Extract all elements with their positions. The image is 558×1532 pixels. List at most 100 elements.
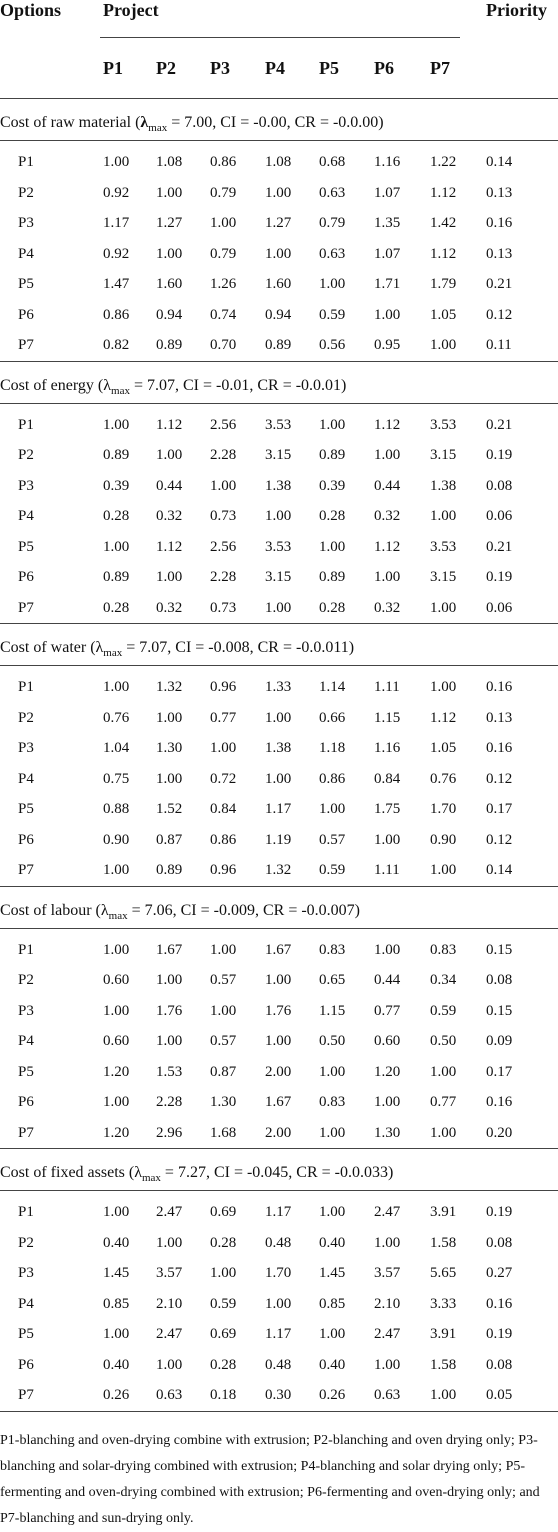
cell: 1.12: [430, 709, 457, 726]
cell: 0.89: [319, 447, 346, 463]
cell: 1.00: [103, 1326, 130, 1342]
priority: 0.08: [486, 1356, 513, 1373]
cell: 1.00: [430, 599, 457, 616]
cell: 1.12: [156, 538, 183, 555]
column-header: P3: [210, 58, 230, 78]
title-text: Cost of energy (: [0, 376, 104, 394]
cell: 1.71: [374, 276, 401, 292]
cell: 3.91: [430, 1204, 457, 1220]
cell: 2.28: [210, 569, 237, 585]
cell: 1.00: [210, 215, 237, 231]
rule: [0, 98, 558, 99]
cell: 0.83: [319, 1094, 346, 1110]
cell: 0.63: [156, 1387, 183, 1403]
cell: 3.15: [430, 447, 457, 463]
cell: 1.45: [319, 1265, 346, 1281]
cell: 1.16: [374, 154, 401, 170]
cell: 0.60: [103, 1033, 130, 1049]
priority: 0.15: [486, 941, 513, 958]
row-label: P7: [18, 862, 34, 878]
cell: 1.58: [430, 1234, 457, 1251]
cell: 1.00: [210, 941, 237, 958]
priority: 0.20: [486, 1124, 513, 1141]
row-label: P1: [18, 416, 34, 433]
cell: 1.00: [265, 599, 292, 616]
cell: 0.90: [430, 831, 457, 848]
cell: 1.00: [265, 1295, 292, 1312]
cell: 1.17: [103, 215, 130, 231]
row-label: P1: [18, 154, 34, 170]
cell: 1.00: [374, 831, 401, 848]
row-label: P2: [18, 709, 34, 726]
cell: 1.00: [103, 862, 130, 878]
row-label: P5: [18, 1063, 34, 1080]
section-title: Cost of fixed assets (λmax = 7.27, CI = …: [0, 1163, 393, 1188]
footnote: P1-blanching and oven-drying combine wit…: [0, 1433, 540, 1526]
cell: 1.00: [265, 1033, 292, 1049]
cell: 0.92: [103, 184, 130, 201]
priority-header: Priority: [486, 0, 547, 20]
cell: 0.86: [103, 306, 130, 323]
cell: 1.16: [374, 740, 401, 756]
row-label: P7: [18, 1124, 34, 1141]
row-label: P5: [18, 1326, 34, 1342]
priority: 0.13: [486, 245, 513, 262]
row-label: P3: [18, 740, 34, 756]
rule: [0, 927, 558, 929]
cell: 1.00: [156, 972, 183, 988]
cell: 0.83: [430, 941, 457, 958]
cell: 1.00: [265, 972, 292, 988]
cell: 1.00: [156, 184, 183, 201]
cell: 1.00: [103, 1094, 130, 1110]
rule: [0, 885, 558, 887]
cell: 3.53: [430, 538, 457, 555]
cell: 1.00: [319, 1063, 346, 1080]
cell: 0.28: [210, 1234, 237, 1251]
cell: 1.00: [156, 1234, 183, 1251]
cell: 0.74: [210, 306, 237, 323]
cell: 1.00: [156, 245, 183, 262]
cell: 3.91: [430, 1326, 457, 1342]
row-label: P4: [18, 1033, 34, 1049]
column-header: P1: [103, 58, 123, 78]
cell: 1.27: [265, 215, 292, 231]
cell: 0.70: [210, 337, 237, 353]
cell: 1.00: [103, 154, 130, 170]
cell: 2.10: [374, 1295, 401, 1312]
column-header: P6: [374, 58, 394, 78]
cell: 0.57: [210, 972, 237, 988]
row-label: P6: [18, 306, 34, 323]
row-label: P6: [18, 569, 34, 585]
cell: 1.00: [103, 1204, 130, 1220]
column-header: P2: [156, 58, 176, 78]
row-label: P4: [18, 245, 34, 262]
cell: 3.53: [265, 416, 292, 433]
priority: 0.16: [486, 679, 513, 695]
cell: 0.56: [319, 337, 346, 353]
cell: 0.32: [374, 508, 401, 524]
cell: 1.00: [319, 1124, 346, 1141]
title-text: Cost of fixed assets (: [0, 1164, 135, 1181]
section-title: Cost of energy (λmax = 7.07, CI = -0.01,…: [0, 376, 346, 401]
cell: 3.15: [265, 569, 292, 585]
cell: 0.60: [103, 972, 130, 988]
cell: 0.28: [210, 1356, 237, 1373]
row-label: P1: [18, 1204, 34, 1220]
cell: 0.66: [319, 709, 346, 726]
cell: 0.77: [374, 1002, 401, 1019]
cell: 1.00: [319, 801, 346, 817]
row-label: P2: [18, 447, 34, 463]
cell: 1.00: [156, 1356, 183, 1373]
cell: 0.96: [210, 679, 237, 695]
cell: 0.69: [210, 1326, 237, 1342]
cell: 0.89: [156, 337, 183, 353]
cell: 1.11: [374, 862, 400, 878]
rule: [0, 360, 558, 362]
title-text: Cost of raw material (: [0, 114, 141, 131]
project-header: Project: [103, 0, 159, 20]
cell: 0.63: [319, 184, 346, 201]
priority: 0.05: [486, 1387, 513, 1403]
cell: 1.33: [265, 679, 292, 695]
row-label: P5: [18, 801, 34, 817]
cell: 1.67: [265, 941, 292, 958]
